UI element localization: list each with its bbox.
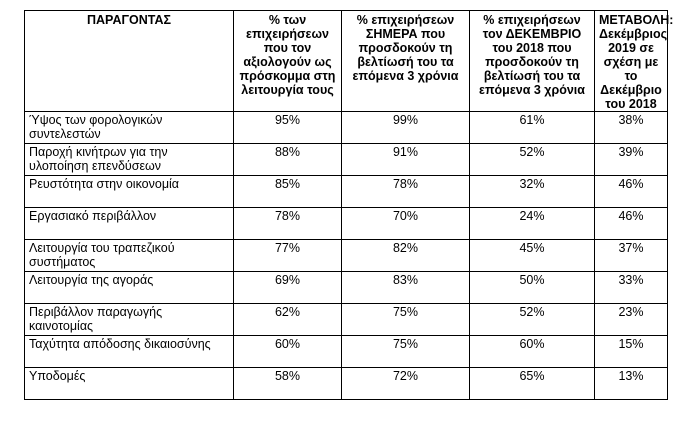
- dec2018-percent-cell: 24%: [469, 207, 595, 240]
- today-percent-cell: 72%: [341, 367, 470, 400]
- table-row: Παροχή κινήτρων για την υλοποίηση επενδύ…: [24, 143, 668, 176]
- dec2018-percent-cell: 61%: [469, 111, 595, 144]
- table-row: Υποδομές 58% 72% 65% 13%: [24, 367, 668, 400]
- obstacle-percent-cell: 88%: [233, 143, 342, 176]
- dec2018-percent-cell: 32%: [469, 175, 595, 208]
- obstacle-percent-cell: 62%: [233, 303, 342, 336]
- obstacle-percent-cell: 85%: [233, 175, 342, 208]
- table-row: Λειτουργία της αγοράς 69% 83% 50% 33%: [24, 271, 668, 304]
- today-percent-cell: 75%: [341, 335, 470, 368]
- change-cell: 15%: [594, 335, 668, 368]
- header-dec2018-percent: % επιχειρήσεων τον ΔΕΚΕΜΒΡΙΟ του 2018 πο…: [469, 10, 595, 112]
- header-change: ΜΕΤΑΒΟΛΗ: Δεκέμβριος 2019 σε σχέση με το…: [594, 10, 673, 112]
- factor-cell: Ταχύτητα απόδοσης δικαιοσύνης: [24, 335, 234, 368]
- table-row: Εργασιακό περιβάλλον 78% 70% 24% 46%: [24, 207, 668, 240]
- table-row: Ρευστότητα στην οικονομία 85% 78% 32% 46%: [24, 175, 668, 208]
- change-cell: 33%: [594, 271, 668, 304]
- table-row: Ύψος των φορολογικών συντελεστών 95% 99% 61…: [24, 111, 668, 144]
- header-obstacle-percent: % των επιχειρήσεων που τον αξιολογούν ως…: [233, 10, 342, 112]
- dec2018-percent-cell: 52%: [469, 303, 595, 336]
- table-row: Λειτουργία του τραπεζικού συστήματος 77% 8…: [24, 239, 668, 272]
- table-body: Ύψος των φορολογικών συντελεστών 95% 99% 61…: [24, 111, 668, 400]
- today-percent-cell: 70%: [341, 207, 470, 240]
- table-row: Περιβάλλον παραγωγής καινοτομίας 62% 75% 52…: [24, 303, 668, 336]
- factor-cell: Περιβάλλον παραγωγής καινοτομίας: [24, 303, 234, 336]
- dec2018-percent-cell: 52%: [469, 143, 595, 176]
- change-cell: 13%: [594, 367, 668, 400]
- today-percent-cell: 75%: [341, 303, 470, 336]
- change-cell: 39%: [594, 143, 668, 176]
- dec2018-percent-cell: 60%: [469, 335, 595, 368]
- change-cell: 46%: [594, 175, 668, 208]
- table-header-row: ΠΑΡΑΓΟΝΤΑΣ % των επιχειρήσεων που τον αξ…: [24, 10, 673, 112]
- header-today-percent: % επιχειρήσεων ΣΗΜΕΡΑ που προσδοκούν τη …: [341, 10, 470, 112]
- factor-cell: Λειτουργία της αγοράς: [24, 271, 234, 304]
- today-percent-cell: 91%: [341, 143, 470, 176]
- factor-cell: Παροχή κινήτρων για την υλοποίηση επενδύ…: [24, 143, 234, 176]
- change-cell: 46%: [594, 207, 668, 240]
- today-percent-cell: 99%: [341, 111, 470, 144]
- obstacle-percent-cell: 58%: [233, 367, 342, 400]
- factors-table: ΠΑΡΑΓΟΝΤΑΣ % των επιχειρήσεων που τον αξ…: [24, 10, 673, 400]
- factor-cell: Υποδομές: [24, 367, 234, 400]
- today-percent-cell: 83%: [341, 271, 470, 304]
- change-cell: 38%: [594, 111, 668, 144]
- change-cell: 37%: [594, 239, 668, 272]
- obstacle-percent-cell: 95%: [233, 111, 342, 144]
- today-percent-cell: 82%: [341, 239, 470, 272]
- factor-cell: Ρευστότητα στην οικονομία: [24, 175, 234, 208]
- obstacle-percent-cell: 69%: [233, 271, 342, 304]
- change-cell: 23%: [594, 303, 668, 336]
- obstacle-percent-cell: 78%: [233, 207, 342, 240]
- header-factor: ΠΑΡΑΓΟΝΤΑΣ: [24, 10, 234, 112]
- factor-cell: Ύψος των φορολογικών συντελεστών: [24, 111, 234, 144]
- dec2018-percent-cell: 65%: [469, 367, 595, 400]
- factor-cell: Λειτουργία του τραπεζικού συστήματος: [24, 239, 234, 272]
- obstacle-percent-cell: 60%: [233, 335, 342, 368]
- dec2018-percent-cell: 50%: [469, 271, 595, 304]
- table-row: Ταχύτητα απόδοσης δικαιοσύνης 60% 75% 60% 15…: [24, 335, 668, 368]
- today-percent-cell: 78%: [341, 175, 470, 208]
- obstacle-percent-cell: 77%: [233, 239, 342, 272]
- factor-cell: Εργασιακό περιβάλλον: [24, 207, 234, 240]
- dec2018-percent-cell: 45%: [469, 239, 595, 272]
